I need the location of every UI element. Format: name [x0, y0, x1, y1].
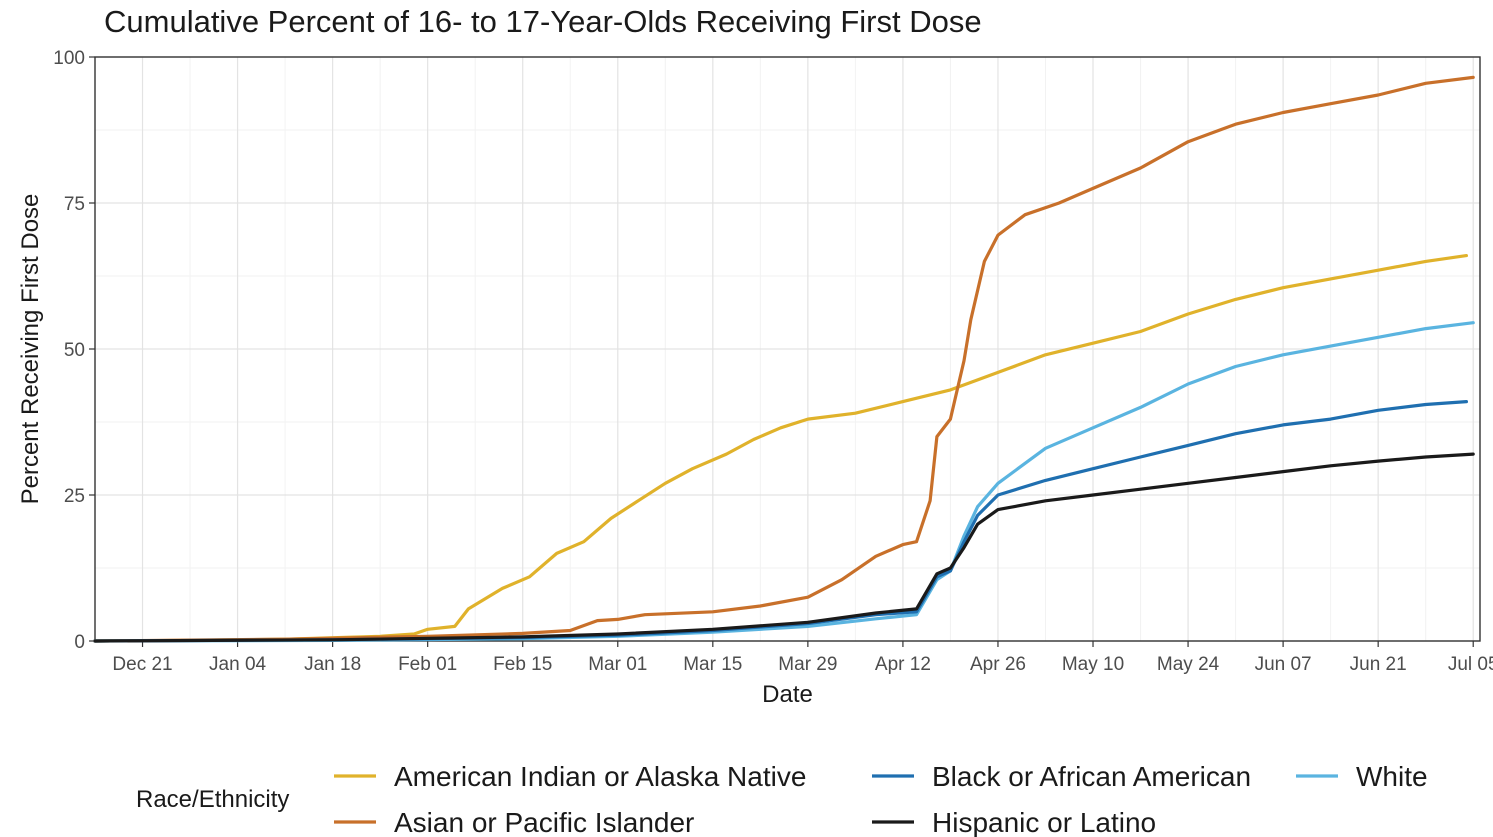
y-tick-label: 75	[64, 194, 85, 215]
x-axis-title: Date	[762, 681, 813, 708]
x-tick-label: Jul 05	[1448, 654, 1493, 675]
x-tick-label: Feb 15	[493, 654, 552, 675]
x-tick-label: Jan 04	[209, 654, 266, 675]
x-tick-label: Jan 18	[304, 654, 361, 675]
axes-layer: Dec 21 Jan 04 Jan 18 Feb 01 Feb 15 Mar 01 Mar …	[53, 48, 1493, 675]
x-tick-label: Mar 01	[588, 654, 647, 675]
y-tick-label: 100	[53, 48, 85, 69]
y-tick-label: 0	[74, 632, 85, 653]
legend-label-black-or-african-american: Black or African American	[932, 761, 1251, 792]
x-tick-label: Feb 01	[398, 654, 457, 675]
x-tick-label: Mar 29	[778, 654, 837, 675]
chart-title: Cumulative Percent of 16- to 17-Year-Old…	[104, 4, 982, 39]
series-line-american-indian-or-alaska-native	[93, 254, 1468, 643]
y-axis-title: Percent Receiving First Dose	[17, 194, 44, 505]
series-line-asian-or-pacific-islander	[93, 75, 1475, 643]
x-tick-label: Apr 26	[970, 654, 1026, 675]
x-tick-label: Jun 21	[1350, 654, 1407, 675]
x-tick-label: Mar 15	[683, 654, 742, 675]
x-tick-label: Dec 21	[112, 654, 172, 675]
grid-layer	[95, 56, 1480, 642]
legend: Race/Ethnicity American Indian or Alaska…	[136, 761, 1428, 837]
series-line-hispanic-or-latino	[93, 452, 1475, 643]
x-tick-label: Jun 07	[1255, 654, 1312, 675]
legend-label-american-indian-or-alaska-native: American Indian or Alaska Native	[394, 761, 806, 792]
legend-title: Race/Ethnicity	[136, 786, 289, 813]
x-tick-label: May 24	[1157, 654, 1220, 675]
y-tick-label: 50	[64, 340, 85, 361]
legend-label-asian-or-pacific-islander: Asian or Pacific Islander	[394, 807, 694, 837]
legend-label-hispanic-or-latino: Hispanic or Latino	[932, 807, 1156, 837]
series-layer	[93, 75, 1475, 643]
y-tick-label: 25	[64, 486, 85, 507]
x-tick-label: Apr 12	[875, 654, 931, 675]
x-tick-label: May 10	[1062, 654, 1124, 675]
legend-label-white: White	[1356, 761, 1428, 792]
